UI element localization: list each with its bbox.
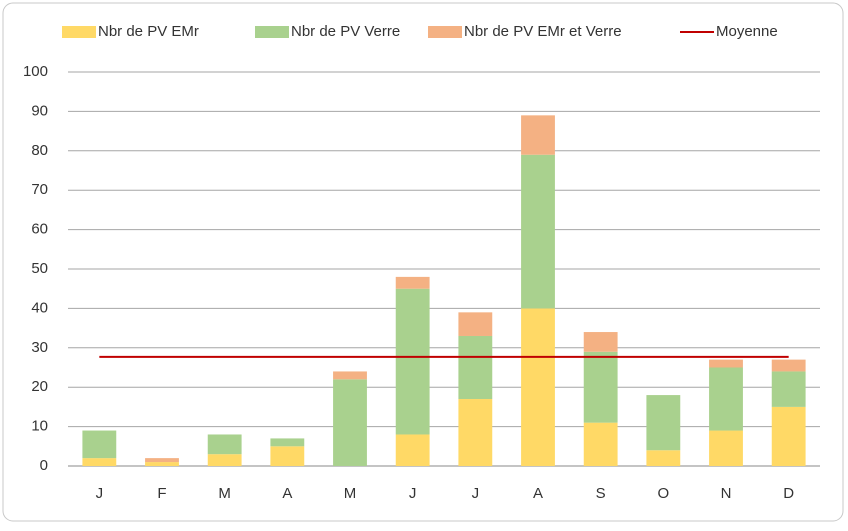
bar-segment xyxy=(333,371,367,380)
bar-segment xyxy=(145,462,179,466)
bar-segment xyxy=(771,359,806,372)
x-tick-label: M xyxy=(344,485,357,502)
y-tick-label: 10 xyxy=(31,418,48,435)
bar-segment xyxy=(583,332,618,352)
x-tick-label: N xyxy=(721,485,732,502)
y-tick-label: 70 xyxy=(31,181,48,198)
bar-segment xyxy=(458,312,493,336)
bar-segment xyxy=(395,288,430,435)
y-tick-label: 80 xyxy=(31,142,48,159)
x-tick-label: S xyxy=(596,485,606,502)
x-tick-label: J xyxy=(472,485,480,502)
x-tick-label: A xyxy=(533,485,543,502)
legend-label: Nbr de PV EMr et Verre xyxy=(464,23,622,40)
y-tick-label: 100 xyxy=(23,63,48,80)
x-tick-label: F xyxy=(157,485,166,502)
bar-segment xyxy=(771,371,806,407)
bar-segment xyxy=(458,399,493,466)
x-tick-label: J xyxy=(96,485,104,502)
bar-segment xyxy=(270,446,305,466)
bar-segment xyxy=(521,154,555,309)
legend-swatch xyxy=(62,26,96,38)
bar-segment xyxy=(709,430,743,466)
bar-segment xyxy=(333,379,367,466)
bar-segment xyxy=(145,458,179,463)
bar-segment xyxy=(709,359,743,368)
y-tick-label: 50 xyxy=(31,260,48,277)
x-tick-label: J xyxy=(409,485,417,502)
bar-segment xyxy=(458,335,493,400)
x-tick-label: A xyxy=(282,485,292,502)
bar-segment xyxy=(82,458,117,466)
x-tick-label: O xyxy=(657,485,669,502)
y-tick-label: 30 xyxy=(31,339,48,356)
y-tick-label: 40 xyxy=(31,299,48,316)
bar-segment xyxy=(521,308,555,466)
x-tick-label: D xyxy=(783,485,794,502)
chart-frame xyxy=(2,2,844,522)
bar-segment xyxy=(771,406,806,466)
x-tick-label: M xyxy=(218,485,231,502)
y-tick-label: 20 xyxy=(31,378,48,395)
bar-segment xyxy=(521,115,555,155)
bar-segment xyxy=(82,430,117,459)
y-tick-label: 0 xyxy=(40,457,48,474)
bar-segment xyxy=(270,438,305,447)
legend-swatch xyxy=(428,26,462,38)
legend-swatch xyxy=(255,26,289,38)
y-tick-label: 60 xyxy=(31,221,48,238)
bar-segment xyxy=(395,276,430,289)
bar-segment xyxy=(583,422,618,466)
bar-segment xyxy=(583,351,618,423)
legend-label: Nbr de PV Verre xyxy=(291,23,400,40)
bar-segment xyxy=(646,395,681,451)
legend-label: Nbr de PV EMr xyxy=(98,23,199,40)
bar-segment xyxy=(207,434,242,455)
legend-label: Moyenne xyxy=(716,23,778,40)
bar-segment xyxy=(709,367,743,431)
bar-segment xyxy=(646,450,681,466)
bar-segment xyxy=(395,434,430,466)
bar-segment xyxy=(207,454,242,466)
y-tick-label: 90 xyxy=(31,102,48,119)
